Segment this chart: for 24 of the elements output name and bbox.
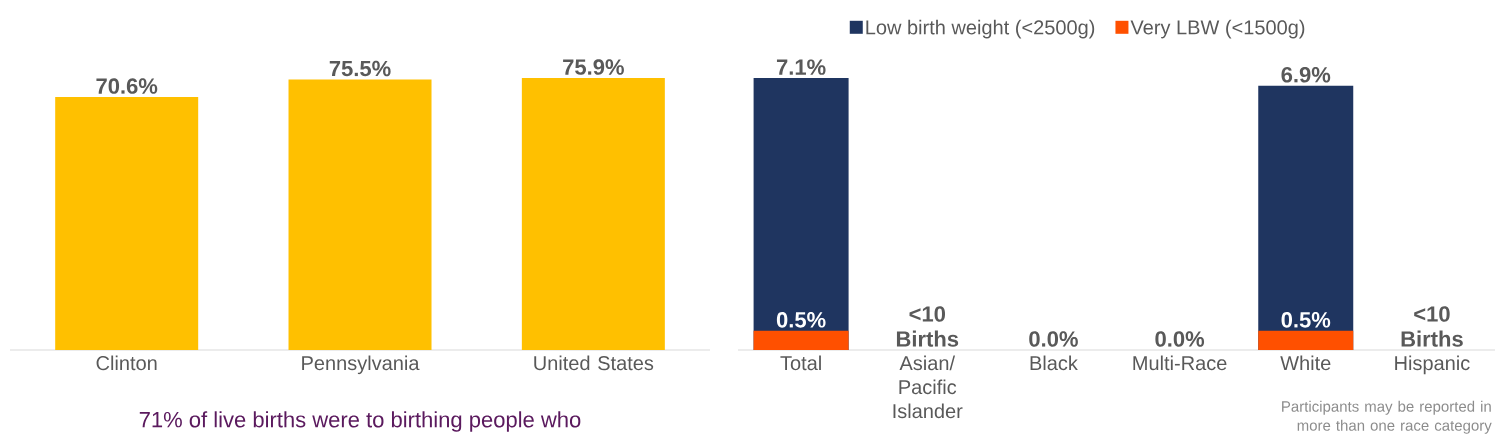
x-tick-label: Multi-Race [1133,355,1227,371]
data-label: 75.9% [563,59,624,75]
x-tick-label: Black [1030,355,1078,371]
data-label: 75.5% [329,60,391,77]
x-tick-label: United States [534,355,654,371]
legend-label: Low birth weight (<2500g) [866,19,1095,39]
text: <10 Births [896,306,959,347]
x-tick-label: Total [780,355,821,371]
data-label: 0.0% [1155,331,1205,347]
legend-label: Very LBW (<1500g) [1130,19,1305,39]
data-label: 6.9% [1281,66,1331,83]
x-tick-label: Hispanic [1395,355,1470,375]
data-label: 0.0% [1029,331,1078,347]
x-tick-label: Asian/ Pacific Islander [893,355,963,419]
data-label: 0.5% [776,312,826,328]
data-label: 0.5% [1281,312,1331,328]
text: 71% of live births were to birthing people who [139,411,581,432]
text: <10 Births [1401,306,1463,347]
x-tick-label: White [1280,355,1331,371]
x-tick-label: Clinton [96,355,157,371]
text: Participants may be reported in more than one race category [1282,400,1492,434]
data-label: 7.1% [776,59,826,75]
data-label: 70.6% [96,78,158,94]
x-tick-label: Pennsylvania [302,355,420,375]
